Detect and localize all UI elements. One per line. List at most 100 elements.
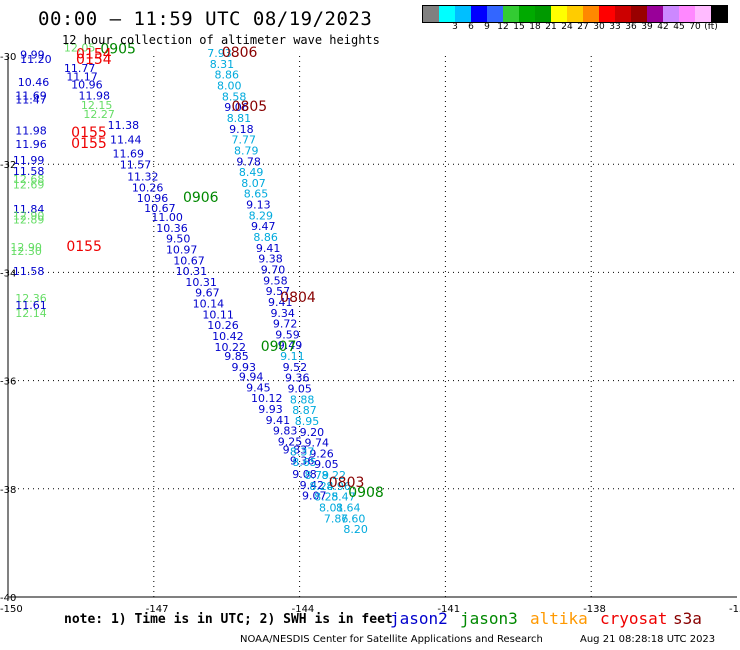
swh-value: 12.27 (83, 108, 115, 121)
swh-value: 11.99 (13, 154, 45, 167)
swh-value: 9.70 (261, 263, 286, 276)
swh-value: 10.46 (18, 76, 50, 89)
colorbar-swatch (535, 6, 551, 22)
pass-time-label: 0908 (348, 485, 384, 501)
swh-value: 9.05 (314, 458, 339, 471)
swh-value: 9.85 (224, 350, 249, 363)
colorbar-swatch (679, 6, 695, 22)
colorbar-swatch (631, 6, 647, 22)
colorbar-label: 27 (577, 22, 589, 32)
colorbar-swatch (711, 6, 727, 22)
swh-value: 10.36 (156, 222, 188, 235)
swh-value: 9.83 (283, 444, 308, 457)
colorbar-swatch (663, 6, 679, 22)
swh-value: 11.57 (120, 159, 152, 172)
colorbar-label: 36 (625, 22, 637, 32)
swh-value: 8.00 (217, 80, 242, 93)
swh-value: 8.29 (249, 209, 274, 222)
swh-value: 9.45 (246, 381, 271, 394)
swh-value: 11.00 (151, 211, 183, 224)
pass-time-label: 0907 (261, 339, 297, 355)
swh-value: 8.64 (336, 502, 361, 515)
swh-value: 12.90 (13, 209, 45, 222)
legend-jason2: jason2 (390, 609, 448, 628)
swh-value: 12.90 (10, 241, 42, 254)
swh-value: 8.95 (295, 415, 320, 428)
swh-value: 9.83 (273, 425, 298, 438)
swh-value: 12.36 (15, 292, 47, 305)
swh-value: 11.69 (15, 89, 47, 102)
pass-time-label: 0905 (100, 41, 136, 57)
swh-value: 11.58 (13, 265, 45, 278)
swh-value: 7.93 (207, 47, 232, 60)
swh-value: 10.26 (207, 319, 239, 332)
swh-value: 9.99 (20, 49, 45, 62)
swh-value: 10.11 (202, 308, 234, 321)
colorbar (422, 5, 728, 23)
swh-value: 9.36 (290, 454, 315, 467)
pass-time-label: 0155 (66, 239, 102, 255)
swh-value: 9.41 (268, 296, 293, 309)
swh-value: 9.49 (278, 339, 303, 352)
swh-value: 11.20 (20, 53, 52, 66)
colorbar-swatch (503, 6, 519, 22)
colorbar-label: 15 (513, 22, 525, 32)
swh-value: 9.41 (256, 242, 280, 255)
pass-time-label: 0805 (232, 99, 268, 115)
swh-value: 8.88 (290, 393, 315, 406)
swh-value: 9.26 (309, 447, 334, 460)
colorbar-swatch (615, 6, 631, 22)
colorbar-label: 42 (657, 22, 669, 32)
swh-value: 9.58 (263, 274, 288, 287)
colorbar-swatch (583, 6, 599, 22)
tick-label-lat: -32 (0, 160, 16, 171)
swh-value: 8.86 (253, 231, 278, 244)
swh-value: 11.44 (110, 134, 142, 147)
swh-value: 8.07 (241, 177, 266, 190)
swh-value: 10.96 (71, 78, 103, 91)
tick-label-lat: -36 (0, 377, 16, 388)
swh-value: 10.22 (215, 341, 247, 354)
swh-value: 9.20 (300, 426, 325, 439)
legend-s3a: s3a (673, 609, 702, 628)
swh-value: 9.36 (285, 372, 310, 385)
colorbar-swatch (519, 6, 535, 22)
colorbar-swatch (487, 6, 503, 22)
swh-value: 9.34 (270, 307, 295, 320)
swh-value: 8.79 (304, 469, 329, 482)
swh-value: 8.37 (290, 445, 315, 458)
swh-value: 11.32 (127, 170, 159, 183)
tick-label-lon: -144 (292, 604, 315, 615)
swh-value: 11.38 (108, 119, 140, 132)
pass-time-label: 0154 (76, 52, 112, 68)
colorbar-swatch (455, 6, 471, 22)
swh-value: 9.05 (287, 383, 312, 396)
swh-value: 10.42 (212, 330, 244, 343)
colorbar-label: 18 (529, 22, 541, 32)
credit-text: NOAA/NESDIS Center for Satellite Applica… (240, 634, 543, 645)
swh-value: 9.78 (236, 155, 260, 168)
swh-value: 9.67 (195, 287, 220, 300)
swh-value: 10.12 (251, 392, 283, 405)
swh-value: 10.97 (166, 243, 198, 256)
swh-value: 8.58 (222, 90, 247, 103)
colorbar-swatch (439, 6, 455, 22)
colorbar-label: 21 (545, 22, 557, 32)
swh-value: 9.52 (283, 361, 308, 374)
colorbar-swatch (599, 6, 615, 22)
swh-value: 8.86 (215, 69, 240, 82)
swh-value: 8.31 (210, 58, 235, 71)
page-subtitle: 12 hour collection of altimeter wave hei… (62, 33, 380, 47)
swh-value: 12.68 (13, 173, 45, 186)
swh-value: 9.38 (258, 253, 283, 266)
swh-value: 12.05 (64, 42, 96, 55)
tick-label-lat: -38 (0, 485, 16, 496)
colorbar-swatch (471, 6, 487, 22)
colorbar-label: 30 (593, 22, 605, 32)
page-title: 00:00 – 11:59 UTC 08/19/2023 (38, 8, 373, 30)
swh-value: 8.01 (319, 502, 344, 515)
swh-value: 11.47 (15, 94, 47, 107)
swh-value: 9.08 (292, 468, 317, 481)
swh-value: 9.06 (224, 101, 249, 114)
